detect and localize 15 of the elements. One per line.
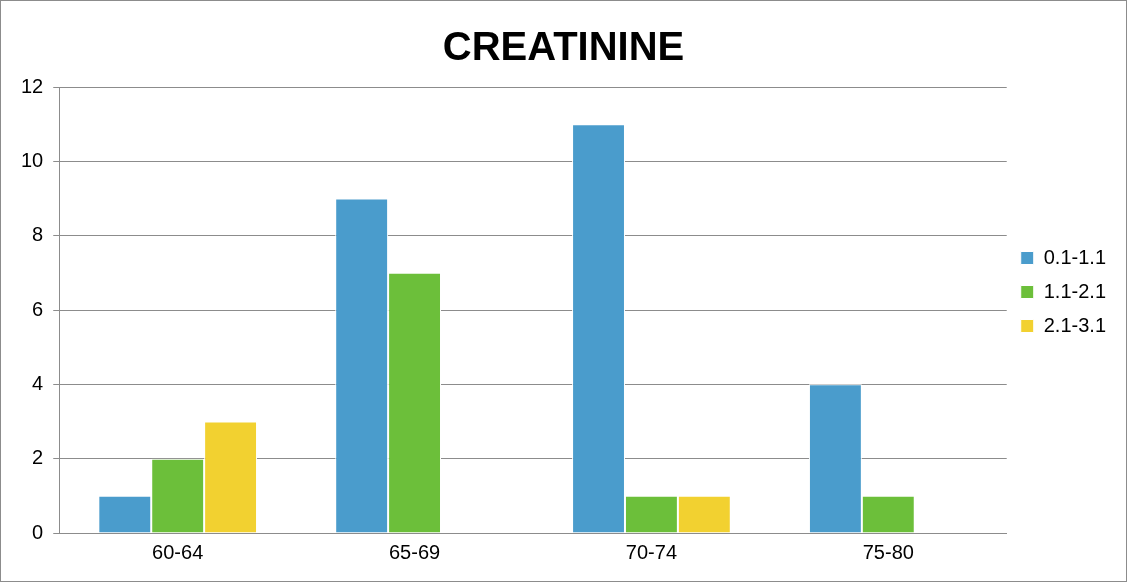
y-tick-label: 8	[32, 223, 44, 246]
y-tick-label: 0	[32, 520, 44, 543]
x-tick-label: 75-80	[862, 540, 914, 563]
legend-label: 0.1-1.1	[1043, 245, 1106, 268]
legend-label: 2.1-3.1	[1043, 313, 1106, 336]
legend-label: 1.1-2.1	[1043, 279, 1106, 302]
y-tick-label: 4	[32, 371, 44, 394]
chart-title: CREATININE	[442, 24, 685, 69]
x-tick-label: 65-69	[388, 540, 441, 563]
y-tick-label: 10	[21, 148, 44, 171]
y-tick-label: 12	[21, 74, 44, 97]
x-tick-label: 60-64	[152, 540, 204, 563]
y-tick-label: 6	[32, 297, 44, 320]
y-tick-label: 2	[32, 446, 44, 469]
x-tick-label: 70-74	[625, 540, 677, 563]
